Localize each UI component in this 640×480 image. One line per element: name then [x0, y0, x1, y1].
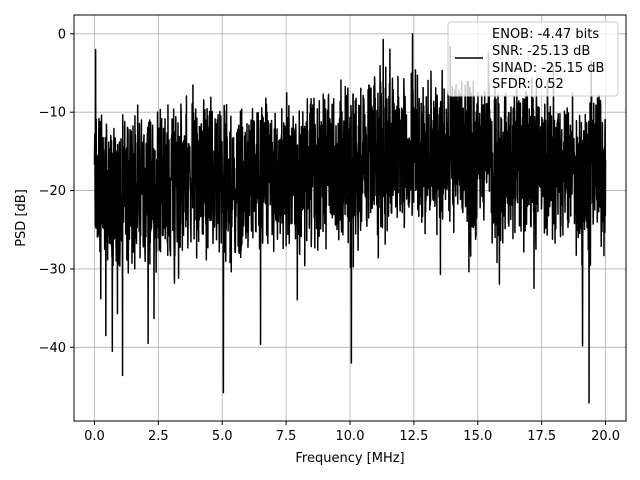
legend-line-enob: ENOB: -4.47 bits	[492, 27, 599, 42]
x-axis-label: Frequency [MHz]	[295, 451, 404, 466]
x-tick-label: 12.5	[399, 429, 428, 444]
legend-line-snr: SNR: -25.13 dB	[492, 44, 590, 59]
x-tick-label: 5.0	[212, 429, 233, 444]
y-tick-label: −10	[39, 106, 66, 121]
x-axis: 0.0 2.5 5.0 7.5 10.0 12.5 15.0 17.5 20.0	[84, 421, 620, 444]
x-tick-label: 17.5	[527, 429, 556, 444]
legend-line-sinad: SINAD: -25.15 dB	[492, 61, 604, 76]
psd-series-line	[93, 33, 607, 404]
x-tick-label: 2.5	[148, 429, 169, 444]
series-group	[93, 33, 607, 404]
x-tick-label: 7.5	[276, 429, 297, 444]
legend-box	[447, 21, 619, 97]
plot-frame	[73, 14, 627, 422]
y-tick-label: 0	[58, 27, 66, 42]
y-tick-label: −30	[39, 262, 66, 277]
y-axis: 0 −10 −20 −30 −40	[39, 27, 74, 356]
x-tick-label: 10.0	[336, 429, 365, 444]
y-tick-label: −40	[39, 341, 66, 356]
y-axis-label: PSD [dB]	[14, 189, 29, 247]
x-tick-label: 0.0	[84, 429, 105, 444]
x-tick-label: 20.0	[591, 429, 620, 444]
y-tick-label: −20	[39, 184, 66, 199]
x-tick-label: 15.0	[463, 429, 492, 444]
legend: ENOB: -4.47 bits SNR: -25.13 dB SINAD: -…	[447, 21, 619, 97]
legend-line-sfdr: SFDR: 0.52	[492, 77, 564, 92]
